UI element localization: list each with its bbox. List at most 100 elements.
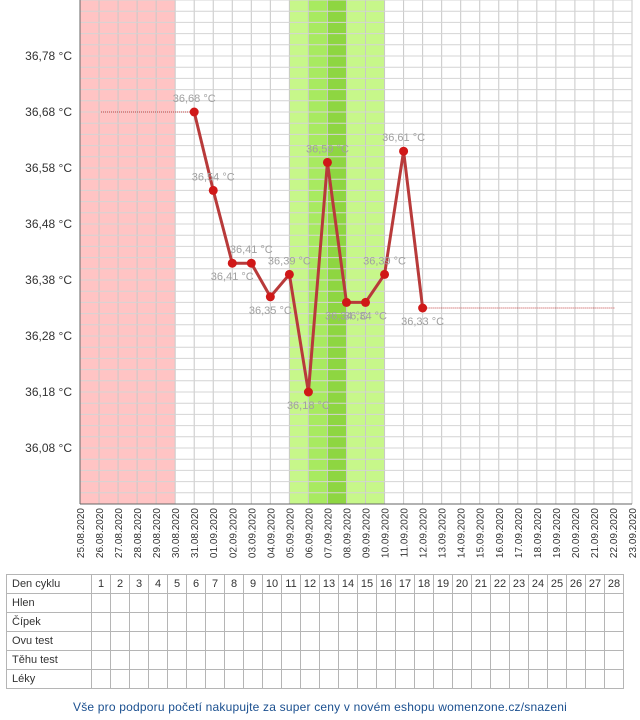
table-cell[interactable] [281, 631, 301, 651]
table-cell[interactable] [471, 612, 491, 632]
table-cell[interactable] [509, 669, 529, 689]
table-cell[interactable] [262, 669, 282, 689]
table-cell[interactable] [319, 650, 339, 670]
table-cell[interactable] [490, 650, 510, 670]
table-cell[interactable] [547, 669, 567, 689]
table-cell[interactable] [357, 612, 377, 632]
table-cell[interactable] [585, 669, 605, 689]
table-cell[interactable] [452, 593, 472, 613]
table-cell[interactable] [129, 650, 149, 670]
table-cell[interactable] [262, 593, 282, 613]
table-cell[interactable] [490, 612, 510, 632]
table-cell[interactable] [186, 650, 206, 670]
table-cell[interactable] [110, 650, 130, 670]
table-cell[interactable] [281, 669, 301, 689]
table-cell[interactable] [414, 612, 434, 632]
table-cell[interactable] [471, 631, 491, 651]
table-cell[interactable] [604, 631, 624, 651]
table-cell[interactable] [452, 612, 472, 632]
table-cell[interactable] [357, 650, 377, 670]
table-cell[interactable] [395, 669, 415, 689]
table-cell[interactable] [262, 650, 282, 670]
table-cell[interactable] [452, 650, 472, 670]
table-cell[interactable] [186, 612, 206, 632]
table-cell[interactable] [148, 650, 168, 670]
table-cell[interactable] [585, 593, 605, 613]
table-cell[interactable] [281, 612, 301, 632]
table-cell[interactable] [338, 631, 358, 651]
table-cell[interactable] [319, 631, 339, 651]
table-cell[interactable] [338, 612, 358, 632]
table-cell[interactable] [224, 650, 244, 670]
table-cell[interactable] [357, 593, 377, 613]
table-cell[interactable] [452, 631, 472, 651]
table-cell[interactable] [110, 593, 130, 613]
table-cell[interactable] [547, 612, 567, 632]
table-cell[interactable] [205, 631, 225, 651]
table-cell[interactable] [110, 669, 130, 689]
table-cell[interactable] [167, 593, 187, 613]
table-cell[interactable] [376, 669, 396, 689]
table-cell[interactable] [205, 593, 225, 613]
table-cell[interactable] [566, 631, 586, 651]
table-cell[interactable] [376, 612, 396, 632]
table-cell[interactable] [205, 669, 225, 689]
table-cell[interactable] [414, 669, 434, 689]
table-cell[interactable] [300, 612, 320, 632]
table-cell[interactable] [91, 669, 111, 689]
table-cell[interactable] [129, 593, 149, 613]
table-cell[interactable] [490, 593, 510, 613]
table-cell[interactable] [395, 650, 415, 670]
table-cell[interactable] [110, 631, 130, 651]
table-cell[interactable] [528, 612, 548, 632]
table-cell[interactable] [528, 650, 548, 670]
table-cell[interactable] [224, 669, 244, 689]
table-cell[interactable] [547, 593, 567, 613]
table-cell[interactable] [566, 650, 586, 670]
table-cell[interactable] [471, 593, 491, 613]
table-cell[interactable] [566, 593, 586, 613]
table-cell[interactable] [414, 631, 434, 651]
table-cell[interactable] [148, 593, 168, 613]
table-cell[interactable] [547, 650, 567, 670]
table-cell[interactable] [509, 631, 529, 651]
table-cell[interactable] [509, 612, 529, 632]
table-cell[interactable] [338, 650, 358, 670]
table-cell[interactable] [110, 612, 130, 632]
table-cell[interactable] [129, 612, 149, 632]
table-cell[interactable] [243, 593, 263, 613]
table-cell[interactable] [452, 669, 472, 689]
table-cell[interactable] [243, 631, 263, 651]
table-cell[interactable] [433, 631, 453, 651]
table-cell[interactable] [300, 669, 320, 689]
table-cell[interactable] [509, 650, 529, 670]
table-cell[interactable] [148, 669, 168, 689]
table-cell[interactable] [471, 669, 491, 689]
table-cell[interactable] [490, 631, 510, 651]
table-cell[interactable] [395, 593, 415, 613]
table-cell[interactable] [376, 631, 396, 651]
table-cell[interactable] [91, 631, 111, 651]
table-cell[interactable] [319, 593, 339, 613]
table-cell[interactable] [509, 593, 529, 613]
table-cell[interactable] [224, 612, 244, 632]
table-cell[interactable] [300, 593, 320, 613]
table-cell[interactable] [585, 612, 605, 632]
table-cell[interactable] [547, 631, 567, 651]
table-cell[interactable] [376, 650, 396, 670]
table-cell[interactable] [224, 593, 244, 613]
table-cell[interactable] [338, 593, 358, 613]
table-cell[interactable] [338, 669, 358, 689]
table-cell[interactable] [167, 669, 187, 689]
table-cell[interactable] [433, 612, 453, 632]
table-cell[interactable] [148, 631, 168, 651]
table-cell[interactable] [167, 650, 187, 670]
table-cell[interactable] [186, 631, 206, 651]
table-cell[interactable] [224, 631, 244, 651]
table-cell[interactable] [91, 612, 111, 632]
table-cell[interactable] [262, 631, 282, 651]
table-cell[interactable] [91, 650, 111, 670]
table-cell[interactable] [243, 612, 263, 632]
table-cell[interactable] [604, 650, 624, 670]
table-cell[interactable] [414, 650, 434, 670]
